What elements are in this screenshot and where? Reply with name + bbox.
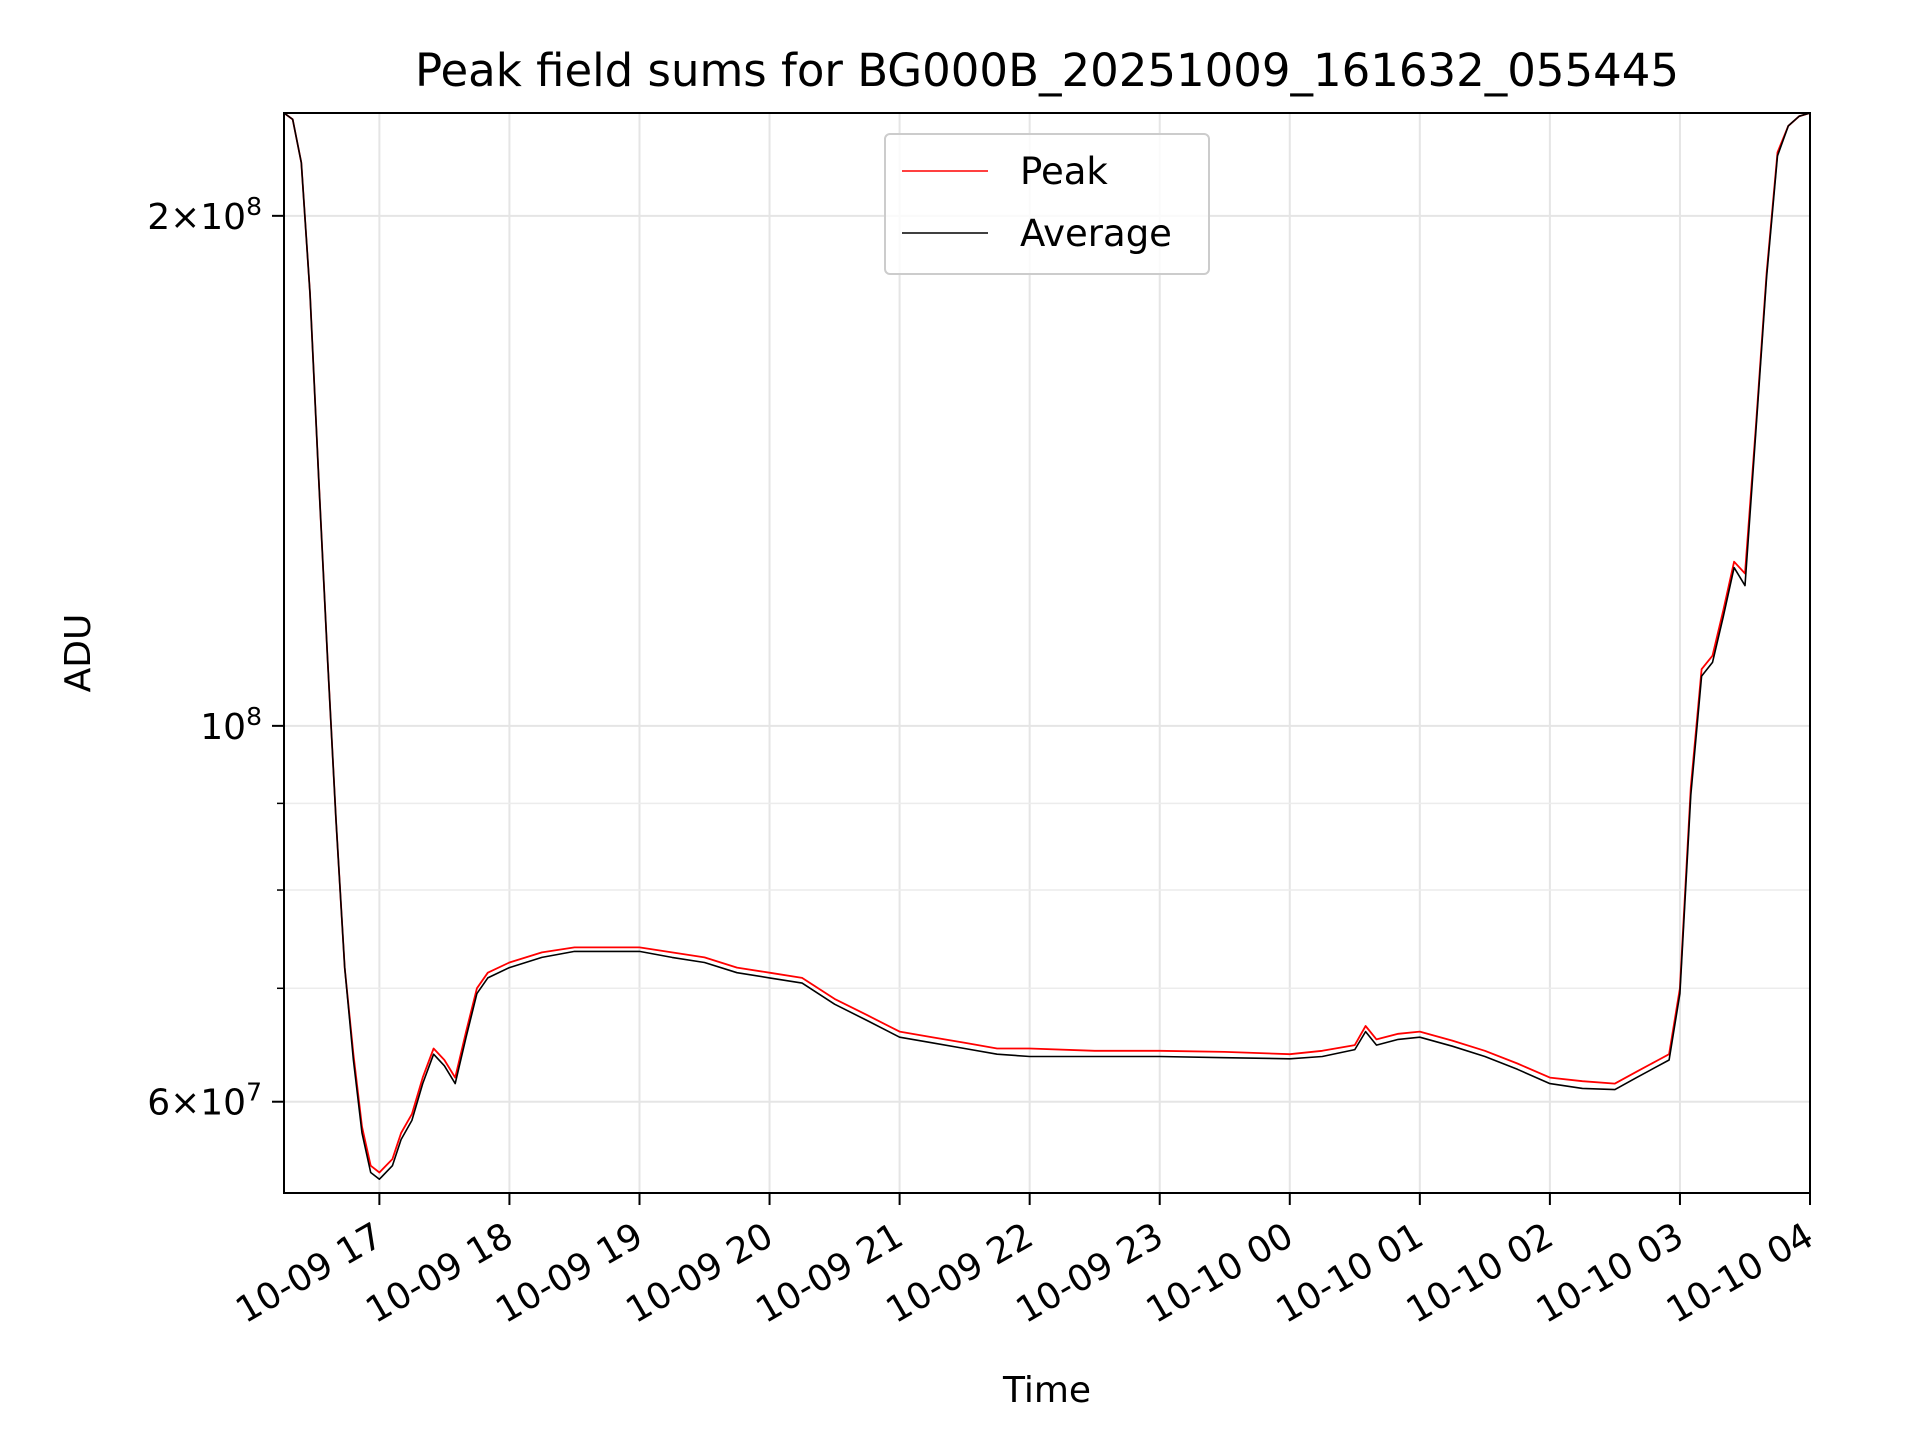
y-tick-label-base: 2×10 — [147, 197, 246, 238]
y-tick-label: 6×107 — [147, 1078, 262, 1124]
series-line-average — [283, 112, 1811, 1180]
y-tick-label-base: 10 — [200, 707, 246, 748]
chart-title: Peak field sums for BG000B_20251009_1616… — [415, 44, 1679, 97]
y-tick-label: 2×108 — [147, 192, 262, 238]
legend-label-average: Average — [1020, 212, 1172, 255]
y-tick-label-exponent: 8 — [246, 702, 262, 731]
legend-box — [884, 133, 1210, 275]
y-tick-label-base: 6×10 — [147, 1083, 246, 1124]
plot-frame — [283, 112, 1811, 1194]
y-tick-label-exponent: 8 — [246, 192, 262, 221]
tick-layer — [272, 214, 1811, 1205]
legend: Peak Average — [884, 133, 1210, 275]
y-tick-label: 108 — [200, 702, 262, 748]
y-tick-label-exponent: 7 — [246, 1078, 262, 1107]
x-axis-label: Time — [1002, 1370, 1091, 1411]
y-axis-label: ADU — [58, 614, 99, 693]
legend-label-peak: Peak — [1020, 150, 1108, 193]
series-layer — [283, 112, 1811, 1180]
